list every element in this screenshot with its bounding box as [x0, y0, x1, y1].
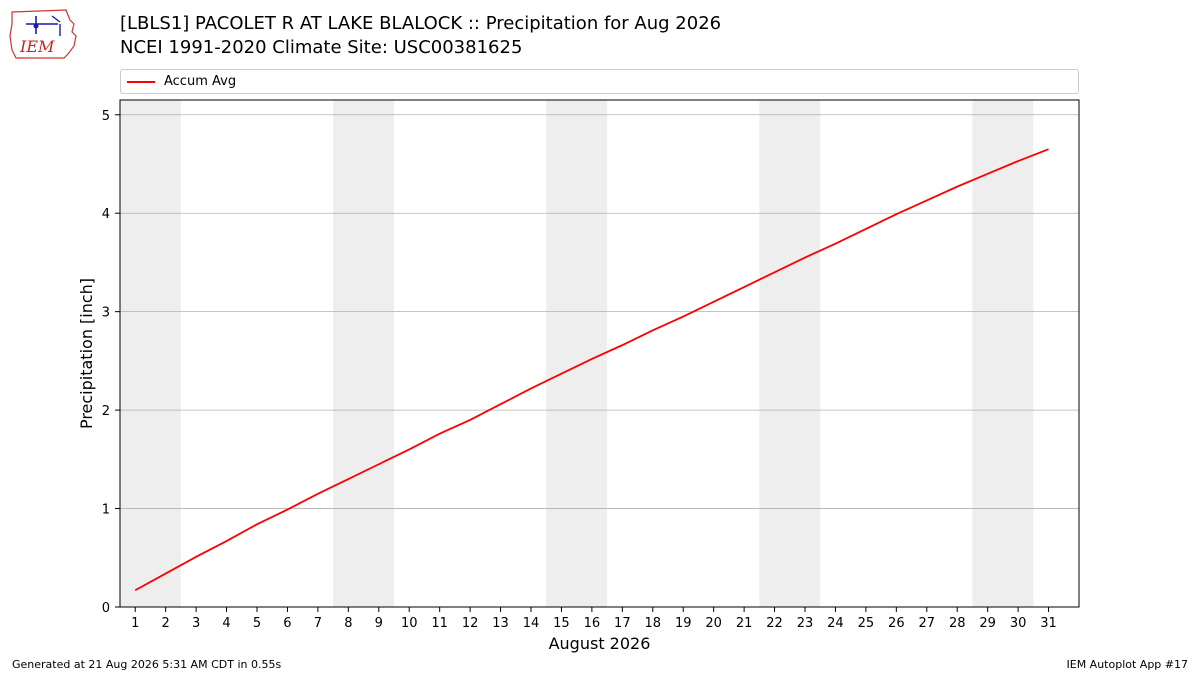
x-tick-label: 20: [705, 616, 722, 631]
x-tick-label: 15: [553, 616, 570, 631]
x-tick-label: 23: [797, 616, 814, 631]
plot-frame: [119, 99, 1080, 608]
weekend-band: [546, 100, 608, 607]
footer-generated: Generated at 21 Aug 2026 5:31 AM CDT in …: [12, 658, 282, 671]
x-tick-label: 29: [979, 616, 996, 631]
y-axis-label: Precipitation [inch]: [77, 278, 96, 429]
y-tick-label: 0: [102, 601, 110, 616]
x-tick-label: 25: [858, 616, 875, 631]
x-tick-label: 5: [253, 616, 261, 631]
x-tick-label: 7: [314, 616, 322, 631]
x-tick-label: 16: [584, 616, 601, 631]
weekend-band: [972, 100, 1034, 607]
x-tick-label: 6: [283, 616, 291, 631]
x-tick-label: 4: [222, 616, 230, 631]
footer-app: IEM Autoplot App #17: [1066, 658, 1189, 671]
x-tick-label: 30: [1010, 616, 1027, 631]
y-tick-label: 4: [102, 207, 110, 222]
x-tick-label: 11: [431, 616, 448, 631]
y-tick-label: 5: [102, 109, 110, 124]
chart-subtitle: NCEI 1991-2020 Climate Site: USC00381625: [120, 37, 523, 58]
x-tick-label: 14: [523, 616, 540, 631]
chart-title: [LBLS1] PACOLET R AT LAKE BLALOCK :: Pre…: [120, 13, 722, 34]
x-tick-label: 17: [614, 616, 631, 631]
weekend-band: [759, 100, 821, 607]
logo-text: IEM: [19, 37, 55, 56]
weekend-band: [120, 100, 181, 607]
x-tick-label: 2: [162, 616, 170, 631]
weekend-band: [333, 100, 394, 607]
x-tick-label: 10: [401, 616, 418, 631]
x-tick-label: 1: [131, 616, 139, 631]
series-line-accum-avg: [134, 148, 1049, 592]
x-tick-label: 12: [462, 616, 479, 631]
x-tick-label: 19: [675, 616, 692, 631]
x-axis-label: August 2026: [549, 634, 651, 653]
y-tick-label: 3: [102, 306, 110, 321]
x-tick-label: 31: [1040, 616, 1057, 631]
x-tick-label: 8: [344, 616, 352, 631]
x-tick-label: 24: [827, 616, 844, 631]
x-tick-label: 22: [766, 616, 783, 631]
legend-swatch-accum-avg: [127, 81, 155, 83]
y-tick-label: 1: [102, 503, 110, 518]
iem-logo-icon: IEM: [8, 6, 80, 60]
y-tick-label: 2: [102, 404, 110, 419]
x-tick-label: 27: [919, 616, 936, 631]
legend: Accum Avg: [120, 69, 1079, 94]
x-tick-label: 28: [949, 616, 966, 631]
legend-label-accum-avg: Accum Avg: [164, 74, 237, 89]
x-tick-label: 21: [736, 616, 753, 631]
x-tick-label: 3: [192, 616, 200, 631]
x-tick-label: 18: [645, 616, 662, 631]
x-tick-label: 13: [492, 616, 509, 631]
x-tick-label: 26: [888, 616, 905, 631]
x-tick-label: 9: [375, 616, 383, 631]
